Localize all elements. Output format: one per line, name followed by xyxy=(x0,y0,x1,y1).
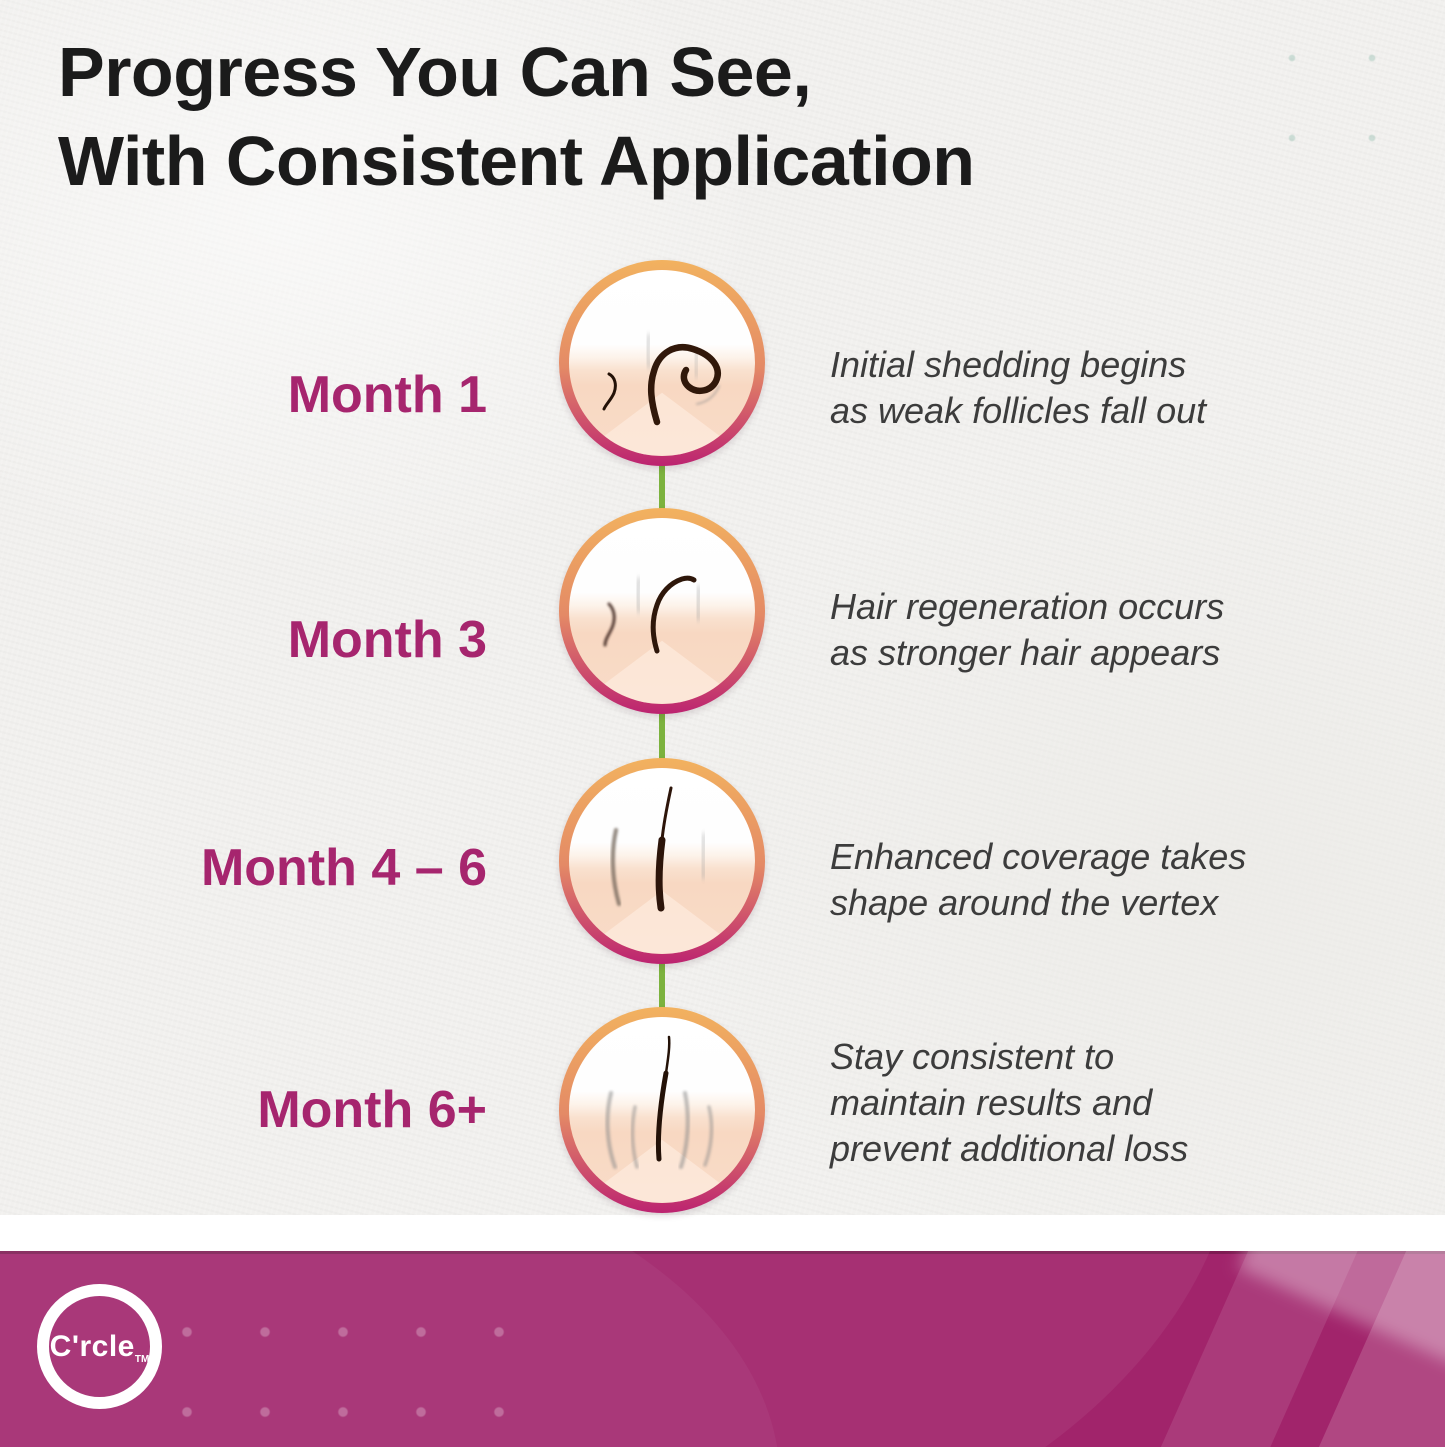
shedding-hair-follicle-illustration xyxy=(569,270,755,456)
trademark-symbol: TM xyxy=(134,1354,150,1365)
maintained-hair-follicles-illustration xyxy=(569,1017,755,1203)
footer-top-edge xyxy=(0,1251,1445,1254)
stage-circle-month-4-6 xyxy=(559,758,765,964)
page-title-line-2: With Consistent Application xyxy=(58,122,975,200)
month-label: Month 1 xyxy=(287,366,487,424)
description-line: as weak follicles fall out xyxy=(830,390,1207,431)
month-label: Month 3 xyxy=(287,611,487,669)
maintained-hairs-drawing xyxy=(605,1035,714,1169)
timeline-connector-line xyxy=(659,363,665,1110)
brand-logo-text: C'rcle xyxy=(49,1329,135,1363)
decorative-curve xyxy=(0,1251,1240,1447)
stage-description: Hair regeneration occurs as stronger hai… xyxy=(830,584,1410,676)
description-line: Stay consistent to xyxy=(830,1036,1115,1077)
thickening-hair-follicle-illustration xyxy=(569,768,755,954)
description-line: shape around the vertex xyxy=(830,882,1219,923)
description-line: maintain results and xyxy=(830,1082,1153,1123)
stage-description: Stay consistent to maintain results and … xyxy=(830,1034,1410,1172)
description-line: as stronger hair appears xyxy=(830,632,1221,673)
description-line: prevent additional loss xyxy=(830,1128,1189,1169)
brand-footer: C'rcle TM xyxy=(0,1251,1445,1447)
thickening-hair-drawing xyxy=(610,786,708,912)
stage-circle-month-3 xyxy=(559,508,765,714)
description-line: Hair regeneration occurs xyxy=(830,586,1225,627)
decorative-dot-grid xyxy=(148,1292,540,1447)
stage-circle-month-1 xyxy=(559,260,765,466)
footer-white-strip xyxy=(0,1215,1445,1251)
stage-description: Enhanced coverage takes shape around the… xyxy=(830,834,1410,926)
regrowing-hair-follicle-illustration xyxy=(569,518,755,704)
shedding-hair-drawing xyxy=(602,333,721,426)
month-label: Month 6+ xyxy=(257,1081,487,1139)
regrowing-hair-drawing xyxy=(603,575,702,654)
page-title-line-1: Progress You Can See, xyxy=(58,33,812,111)
stage-description: Initial shedding begins as weak follicle… xyxy=(830,342,1410,434)
month-label: Month 4 – 6 xyxy=(200,839,487,897)
stage-circle-month-6-plus xyxy=(559,1007,765,1213)
page-title: Progress You Can See, With Consistent Ap… xyxy=(58,28,975,206)
paper-speckle-pattern xyxy=(1252,18,1424,180)
description-line: Enhanced coverage takes xyxy=(830,836,1247,877)
brand-logo: C'rcle TM xyxy=(37,1284,162,1409)
description-line: Initial shedding begins xyxy=(830,344,1187,385)
